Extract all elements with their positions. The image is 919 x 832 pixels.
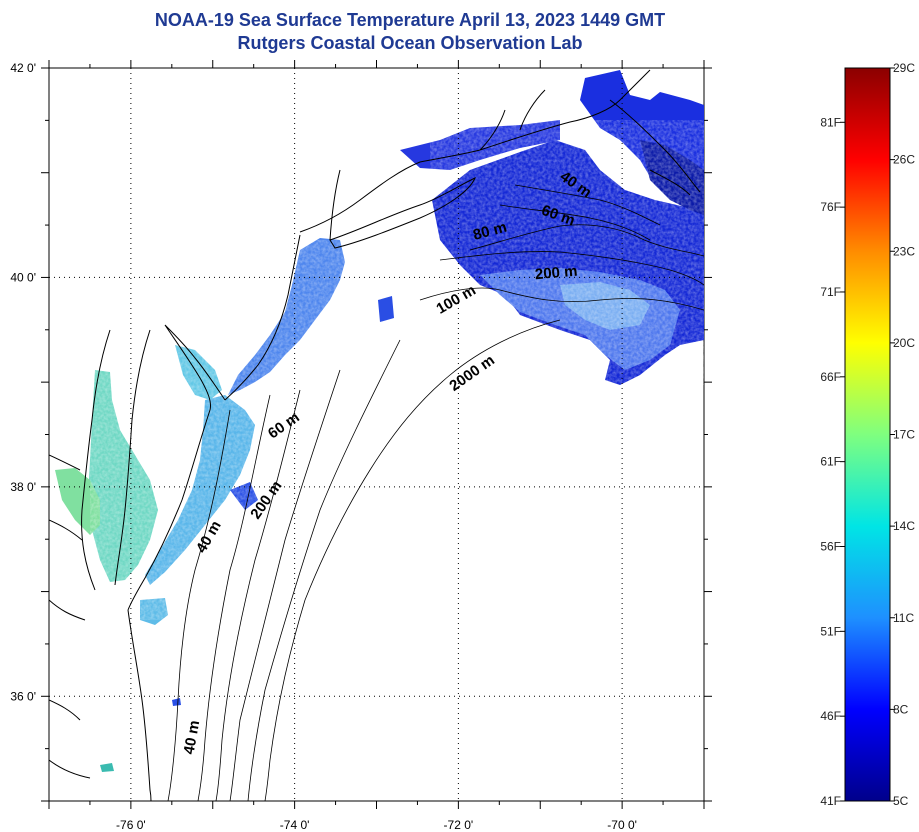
colorbar: 29C 26C 23C 20C 17C 14C 11C 8C 5C 81F 76F 71F 66F 61F… bbox=[820, 61, 915, 808]
isobath-label-9: 40 m bbox=[181, 719, 204, 756]
isobath-north-40 bbox=[514, 184, 661, 226]
colorbar-c-label-2: 23C bbox=[893, 244, 915, 258]
lon-tick-label-2: -72 0' bbox=[444, 818, 474, 832]
isobath-200m-south bbox=[247, 339, 401, 801]
coast-chesapeake-east bbox=[114, 329, 151, 586]
title-line-1: NOAA-19 Sea Surface Temperature April 13… bbox=[154, 10, 666, 30]
coast-delaware-bay bbox=[164, 324, 226, 411]
lat-tick-label-2: 38 0' bbox=[10, 480, 36, 494]
lon-tick-label-3: -70 0' bbox=[607, 818, 637, 832]
colorbar-c-label-0: 29C bbox=[893, 61, 915, 75]
isobath-north-80 bbox=[469, 224, 704, 257]
lat-tick-label-3: 36 0' bbox=[10, 689, 36, 703]
coast-chesapeake-west bbox=[81, 329, 111, 591]
isobath-north-60 bbox=[499, 204, 651, 241]
grid-lines bbox=[49, 68, 704, 801]
isobath-label-3: 200 m bbox=[534, 263, 578, 284]
lat-tick-label-1: 40 0' bbox=[10, 270, 36, 284]
coastline bbox=[49, 69, 701, 801]
colorbar-c-label-4: 17C bbox=[893, 428, 915, 442]
isobath-north-100 bbox=[419, 287, 704, 311]
colorbar-f-label-3: 66F bbox=[820, 370, 841, 384]
axes: -76 0' -74 0' -72 0' -70 0' 42 0' 40 0' 38 0' 3… bbox=[10, 60, 712, 832]
coast-hudson bbox=[329, 89, 546, 241]
colorbar-c-label-1: 26C bbox=[893, 153, 915, 167]
colorbar-f-label-0: 81F bbox=[820, 115, 841, 129]
coast-cape-cod bbox=[609, 99, 701, 196]
coast-virginia bbox=[127, 609, 152, 801]
colorbar-f-label-8: 41F bbox=[820, 794, 841, 808]
colorbar-c-label-7: 8C bbox=[893, 702, 909, 716]
isobath-2000m bbox=[264, 319, 561, 801]
isobath-100m-south bbox=[229, 369, 341, 801]
colorbar-c-label-8: 5C bbox=[893, 794, 909, 808]
map-title: NOAA-19 Sea Surface Temperature April 13… bbox=[0, 9, 919, 55]
isobath-north-200 bbox=[439, 251, 704, 286]
colorbar-f-label-2: 71F bbox=[820, 285, 841, 299]
sst-patch-blue-speck-4 bbox=[378, 296, 394, 322]
isobath-60m-south bbox=[197, 394, 271, 801]
colorbar-f-label-5: 56F bbox=[820, 539, 841, 553]
colorbar-f-label-1: 76F bbox=[820, 200, 841, 214]
coast-inland-rivers bbox=[49, 454, 91, 779]
colorbar-f-label-4: 61F bbox=[820, 455, 841, 469]
coast-long-island bbox=[329, 177, 476, 249]
colorbar-f-label-7: 46F bbox=[820, 709, 841, 723]
colorbar-f-label-6: 51F bbox=[820, 624, 841, 638]
colorbar-c-label-3: 20C bbox=[893, 336, 915, 350]
lon-tick-label-1: -74 0' bbox=[280, 818, 310, 832]
isobath-40m-south bbox=[167, 409, 231, 801]
title-line-2: Rutgers Coastal Ocean Observation Lab bbox=[237, 33, 583, 53]
coast-delmarva bbox=[127, 409, 211, 611]
lat-tick-label-0: 42 0' bbox=[10, 61, 36, 75]
coast-nj bbox=[224, 234, 301, 401]
colorbar-c-label-5: 14C bbox=[893, 519, 915, 533]
sst-patch-potomac bbox=[55, 468, 100, 535]
isobath-lines bbox=[167, 184, 704, 801]
sst-patch-blue-speck-2 bbox=[172, 698, 181, 706]
colorbar-bar bbox=[844, 67, 891, 802]
colorbar-c-label-6: 11C bbox=[893, 611, 914, 625]
isobath-80m-south bbox=[215, 389, 301, 801]
lon-tick-label-0: -76 0' bbox=[116, 818, 146, 832]
sst-patch-blue-speck-3 bbox=[100, 763, 114, 772]
